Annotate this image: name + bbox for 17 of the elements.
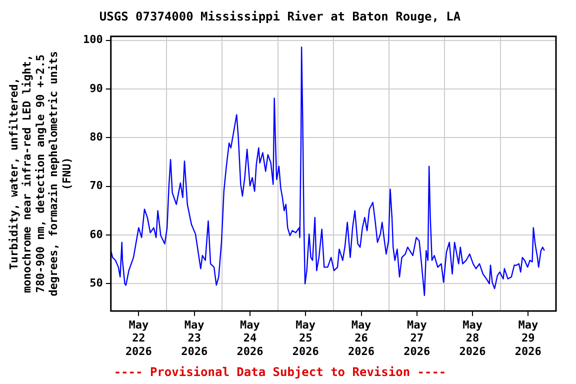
x-tick-label: May 26 2026 <box>348 318 375 358</box>
x-tick-label: May 22 2026 <box>125 318 152 358</box>
y-tick-label: 60 <box>90 228 103 241</box>
x-tick-label: May 27 2026 <box>404 318 431 358</box>
x-tick-label: May 29 2026 <box>514 318 542 358</box>
y-tick-label: 100 <box>82 33 103 46</box>
x-tick-label: May 24 2026 <box>236 318 264 358</box>
y-tick-label: 90 <box>90 82 103 95</box>
y-tick-label: 50 <box>90 276 103 290</box>
x-tick-label: May 28 2026 <box>459 318 486 358</box>
text: ---- Provisional Data Subject to Revision ---- <box>114 364 446 379</box>
chart-title: USGS 07374000 Mississippi River at Baton Rouge, LA <box>99 9 462 24</box>
x-tick-label: May 23 2026 <box>181 318 208 358</box>
x-tick-label: May 25 2026 <box>292 318 320 358</box>
y-axis-title: Turbidity, water, unfiltered, monochrome near infra-red LED light, 780-900 nm, detection angle 90 +-2.5 degrees, formazin nephelometric units (FNU) <box>7 51 74 296</box>
y-tick-label: 80 <box>90 130 103 144</box>
y-tick-label: 70 <box>90 179 103 192</box>
